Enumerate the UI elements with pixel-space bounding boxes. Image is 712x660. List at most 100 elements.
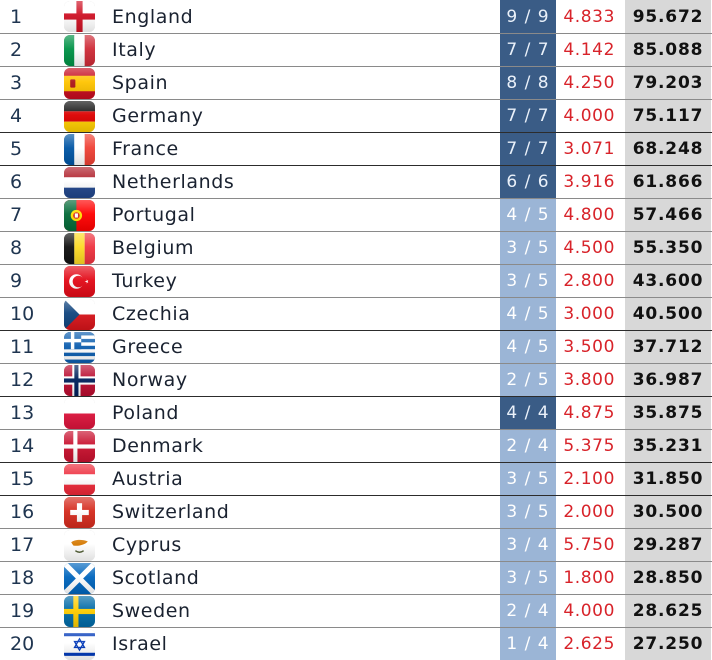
- table-row: 20 Israel 1 / 4 2.625 27.250: [0, 627, 712, 660]
- rank-number: 6: [10, 171, 23, 193]
- flag-container: [50, 562, 112, 594]
- total-coefficient: 36.987: [625, 364, 711, 396]
- turkey-flag-icon: [64, 265, 95, 297]
- country-name: Poland: [112, 402, 180, 424]
- clubs-remaining-badge: 7 / 7: [500, 100, 556, 132]
- country-name: Czechia: [112, 303, 191, 325]
- rank-number: 9: [10, 270, 23, 292]
- portugal-flag-icon: [64, 199, 95, 231]
- total-coefficient: 29.287: [625, 529, 711, 561]
- rank-number: 1: [10, 5, 23, 28]
- table-row: 12 Norway 2 / 5 3.800 36.987: [0, 363, 712, 396]
- total-coefficient: 40.500: [625, 298, 711, 330]
- flag-container: [50, 232, 112, 264]
- clubs-remaining-badge: 3 / 5: [500, 463, 556, 495]
- clubs-remaining-badge: 4 / 5: [500, 199, 556, 231]
- country-name: Turkey: [112, 270, 178, 292]
- country-name: Sweden: [112, 600, 191, 622]
- flag-container: [50, 0, 112, 33]
- season-coefficient: 4.833: [563, 6, 615, 27]
- country-name: Cyprus: [112, 534, 182, 556]
- rank-number: 17: [10, 534, 35, 556]
- england-flag-icon: [64, 1, 95, 32]
- flag-container: [50, 298, 112, 330]
- sweden-flag-icon: [64, 595, 95, 627]
- country-name: Germany: [112, 105, 204, 127]
- clubs-remaining-badge: 8 / 8: [500, 67, 556, 99]
- denmark-flag-icon: [64, 430, 95, 462]
- total-coefficient: 31.850: [625, 463, 711, 495]
- country-name: Portugal: [112, 204, 196, 226]
- rank-number: 5: [10, 138, 23, 160]
- total-coefficient: 57.466: [625, 199, 711, 231]
- season-coefficient: 4.142: [563, 40, 615, 60]
- netherlands-flag-icon: [64, 166, 95, 198]
- rank-number: 11: [10, 336, 35, 358]
- rank-number: 18: [10, 567, 35, 589]
- rank-number: 12: [10, 369, 35, 391]
- season-coefficient: 4.500: [563, 238, 615, 258]
- belgium-flag-icon: [64, 232, 95, 264]
- season-coefficient: 2.000: [563, 502, 615, 522]
- total-coefficient: 35.231: [625, 430, 711, 462]
- rank-number: 4: [10, 105, 23, 127]
- table-row: 2 Italy 7 / 7 4.142 85.088: [0, 33, 712, 66]
- france-flag-icon: [64, 133, 95, 165]
- country-name: Italy: [112, 39, 157, 61]
- rank-number: 2: [10, 39, 23, 61]
- cyprus-flag-icon: [64, 529, 95, 561]
- table-row: 13 Poland 4 / 4 4.875 35.875: [0, 396, 712, 429]
- clubs-remaining-badge: 2 / 5: [500, 364, 556, 396]
- flag-container: [50, 166, 112, 198]
- country-name: Israel: [112, 633, 168, 655]
- table-row: 16 Switzerland 3 / 5 2.000 30.500: [0, 495, 712, 528]
- rank-number: 7: [10, 204, 23, 226]
- table-row: 15 Austria 3 / 5 2.100 31.850: [0, 462, 712, 495]
- poland-flag-icon: [64, 397, 95, 429]
- table-row: 4 Germany 7 / 7 4.000 75.117: [0, 99, 712, 132]
- country-name: Austria: [112, 468, 184, 490]
- season-coefficient: 3.071: [563, 139, 615, 159]
- country-name: England: [112, 5, 194, 28]
- rank-number: 13: [10, 402, 35, 424]
- table-row: 7 Portugal 4 / 5 4.800 57.466: [0, 198, 712, 231]
- total-coefficient: 37.712: [625, 331, 711, 363]
- total-coefficient: 27.250: [625, 628, 711, 660]
- table-row: 1 England 9 / 9 4.833 95.672: [0, 0, 712, 33]
- norway-flag-icon: [64, 364, 95, 396]
- season-coefficient: 3.500: [563, 337, 615, 357]
- season-coefficient: 3.000: [563, 304, 615, 324]
- flag-container: [50, 496, 112, 528]
- total-coefficient: 79.203: [625, 67, 711, 99]
- total-coefficient: 28.625: [625, 595, 711, 627]
- season-coefficient: 3.800: [563, 370, 615, 390]
- season-coefficient: 4.000: [563, 601, 615, 621]
- clubs-remaining-badge: 3 / 5: [500, 232, 556, 264]
- greece-flag-icon: [64, 331, 95, 363]
- season-coefficient: 5.750: [563, 535, 615, 555]
- flag-container: [50, 529, 112, 561]
- table-row: 17 Cyprus 3 / 4 5.750 29.287: [0, 528, 712, 561]
- flag-container: [50, 364, 112, 396]
- flag-container: [50, 397, 112, 429]
- season-coefficient: 4.250: [563, 73, 615, 93]
- clubs-remaining-badge: 2 / 4: [500, 430, 556, 462]
- season-coefficient: 1.800: [563, 568, 615, 588]
- table-row: 10 Czechia 4 / 5 3.000 40.500: [0, 297, 712, 330]
- rank-number: 20: [10, 633, 35, 655]
- flag-container: [50, 331, 112, 363]
- clubs-remaining-badge: 4 / 4: [500, 397, 556, 429]
- total-coefficient: 75.117: [625, 100, 711, 132]
- total-coefficient: 95.672: [625, 0, 711, 33]
- italy-flag-icon: [64, 34, 95, 66]
- clubs-remaining-badge: 3 / 5: [500, 562, 556, 594]
- season-coefficient: 4.800: [563, 205, 615, 225]
- table-row: 3 Spain 8 / 8 4.250 79.203: [0, 66, 712, 99]
- table-row: 14 Denmark 2 / 4 5.375 35.231: [0, 429, 712, 462]
- spain-flag-icon: [64, 67, 95, 99]
- rank-number: 14: [10, 435, 35, 457]
- table-row: 5 France 7 / 7 3.071 68.248: [0, 132, 712, 165]
- total-coefficient: 61.866: [625, 166, 711, 198]
- flag-container: [50, 133, 112, 165]
